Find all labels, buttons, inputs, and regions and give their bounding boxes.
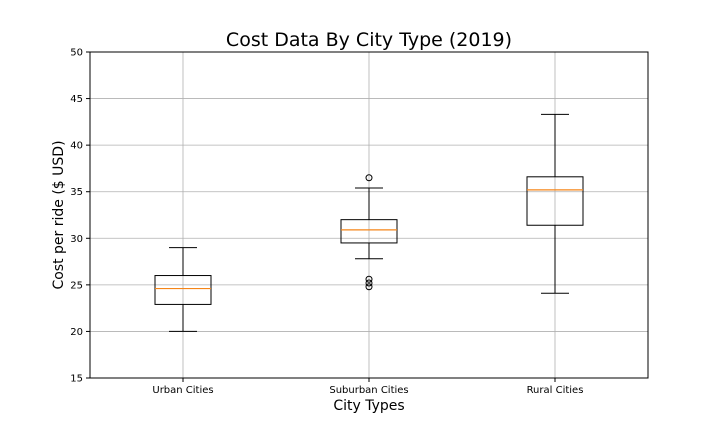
box-iqr <box>340 219 398 244</box>
outlier-point <box>365 279 373 287</box>
box-iqr <box>526 176 584 226</box>
tick-layer: 15 20 25 30 35 40 45 50 Urban Cities Suburban Cit… <box>70 48 583 397</box>
x-tick-label: Urban Cities <box>152 385 213 396</box>
y-axis-label: Cost per ride ($ USD) <box>51 140 67 289</box>
x-tick-label: Suburban Cities <box>329 385 408 396</box>
y-tick-label: 15 <box>70 374 83 385</box>
y-tick-label: 40 <box>70 141 83 152</box>
outlier-point <box>365 174 373 182</box>
box-group <box>526 113 584 294</box>
y-tick-label: 45 <box>70 94 83 105</box>
y-tick-label: 30 <box>70 234 83 245</box>
box-iqr <box>154 275 212 305</box>
box-layer <box>154 113 584 332</box>
y-tick-label: 25 <box>70 280 83 291</box>
outlier-point <box>365 283 373 291</box>
box-group <box>340 174 398 291</box>
chart-title: Cost Data By City Type (2019) <box>226 29 512 51</box>
outlier-point <box>365 275 373 283</box>
x-axis-label: City Types <box>333 398 404 414</box>
x-tick-label: Rural Cities <box>527 385 584 396</box>
y-tick-label: 50 <box>70 48 83 59</box>
y-tick-label: 35 <box>70 187 83 198</box>
box-group <box>154 247 212 332</box>
y-tick-label: 20 <box>70 327 83 338</box>
